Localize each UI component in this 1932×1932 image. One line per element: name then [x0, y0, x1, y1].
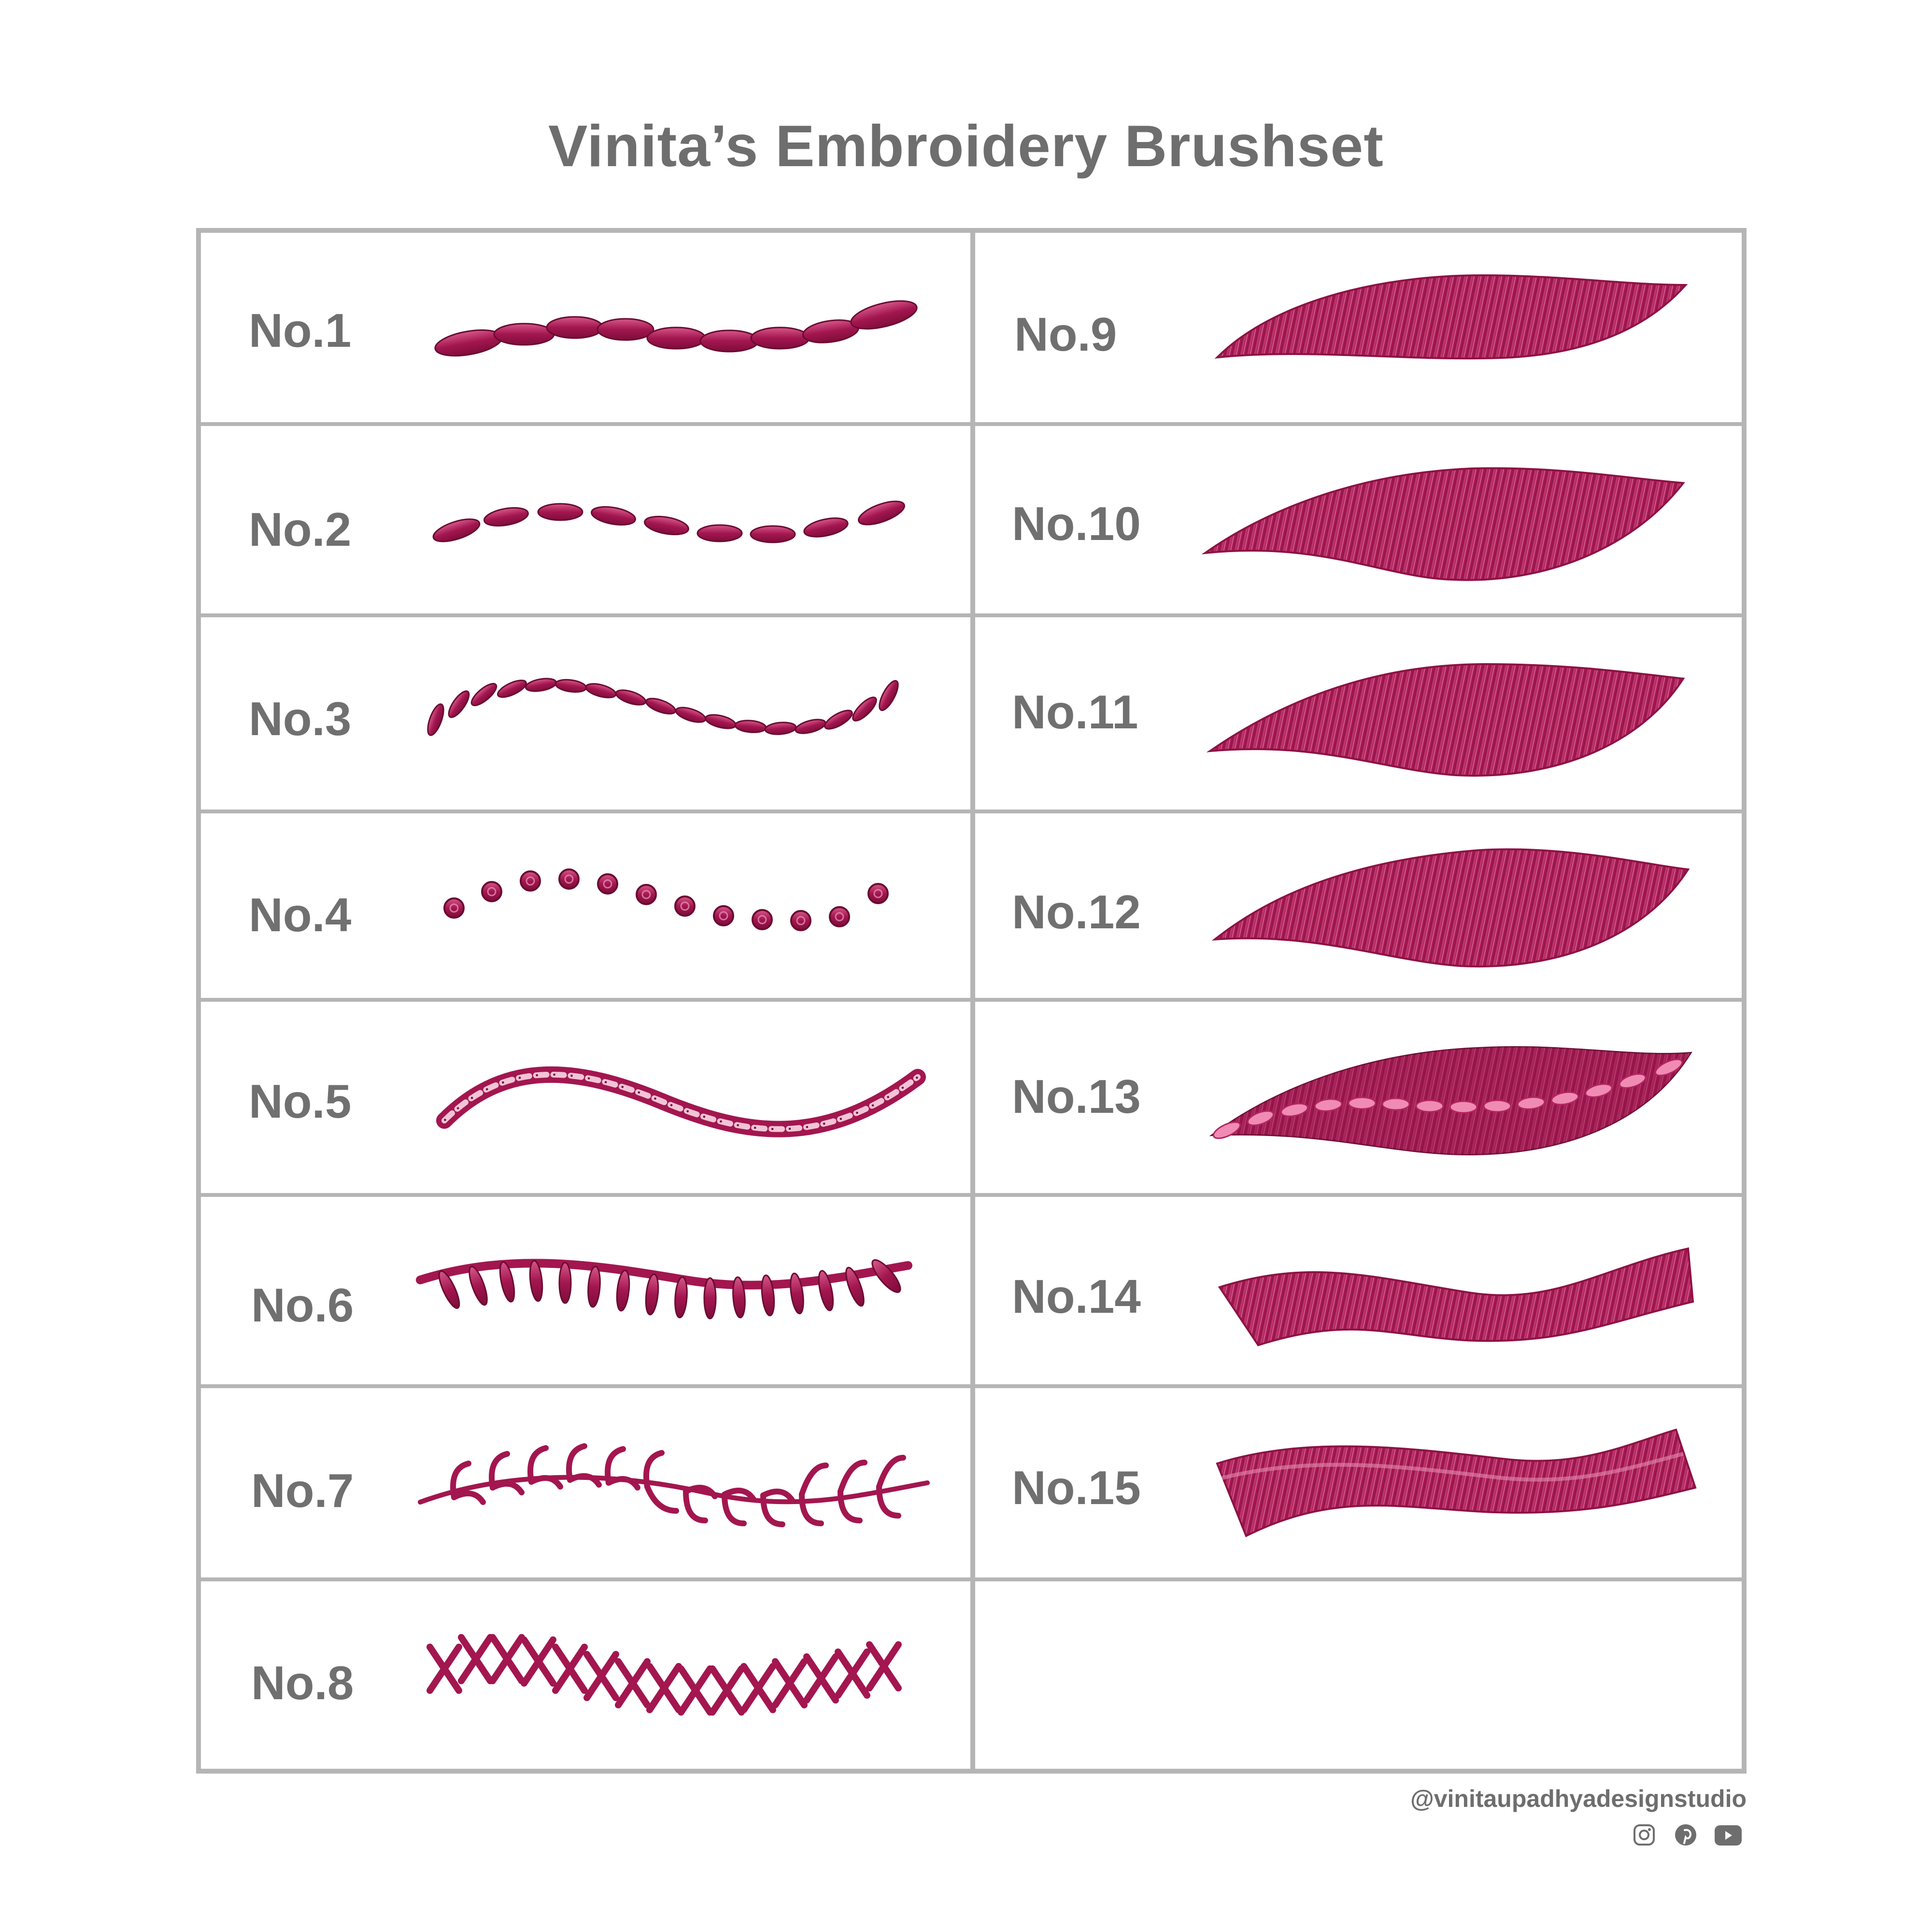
brush-label-2: No.2 [249, 503, 352, 556]
brush-stroke-14 [1218, 1247, 1694, 1347]
brush-stroke-9 [1214, 274, 1688, 360]
brush-label-12: No.12 [1012, 885, 1141, 938]
instagram-icon[interactable] [1633, 1823, 1656, 1847]
brush-stroke-5 [436, 1066, 926, 1137]
brush-label-1: No.1 [249, 304, 352, 357]
brush-stroke-1 [434, 300, 918, 357]
grid-divider [196, 1384, 1747, 1388]
grid-divider [196, 810, 1747, 813]
brush-stroke-6 [416, 1259, 912, 1320]
brush-stroke-11 [1206, 663, 1685, 777]
brush-stroke-7 [418, 1443, 930, 1527]
studio-handle[interactable]: @vinitaupadhyadesignstudio [1410, 1785, 1747, 1812]
brush-stroke-10 [1201, 467, 1685, 581]
brush-stroke-15 [1216, 1428, 1697, 1537]
brush-label-3: No.3 [249, 692, 352, 745]
grid-divider [196, 613, 1747, 617]
brush-label-15: No.15 [1012, 1461, 1141, 1514]
brush-label-6: No.6 [251, 1279, 354, 1332]
brush-label-8: No.8 [251, 1656, 354, 1709]
grid-divider [196, 998, 1747, 1002]
brush-label-10: No.10 [1012, 497, 1141, 550]
grid-divider [196, 1577, 1747, 1581]
brush-stroke-4 [443, 868, 889, 931]
social-icons [1633, 1823, 1747, 1852]
brush-stroke-3 [427, 678, 899, 736]
brush-label-11: No.11 [1012, 685, 1138, 739]
brush-label-5: No.5 [249, 1075, 352, 1128]
brush-label-14: No.14 [1012, 1270, 1141, 1323]
brush-label-4: No.4 [249, 888, 352, 941]
grid-divider [196, 1193, 1747, 1197]
brush-label-13: No.13 [1012, 1070, 1141, 1123]
page-title: Vinita’s Embroidery Brushset [548, 113, 1384, 179]
brush-stroke-12 [1211, 848, 1690, 967]
grid-divider [196, 422, 1747, 426]
brush-label-7: No.7 [251, 1464, 354, 1517]
brush-stroke-2 [432, 500, 905, 543]
brush-label-9: No.9 [1014, 308, 1117, 361]
pinterest-icon[interactable] [1674, 1823, 1697, 1847]
youtube-icon[interactable] [1715, 1825, 1742, 1846]
brush-stroke-8 [426, 1634, 902, 1716]
brush-stroke-13 [1209, 1046, 1692, 1156]
